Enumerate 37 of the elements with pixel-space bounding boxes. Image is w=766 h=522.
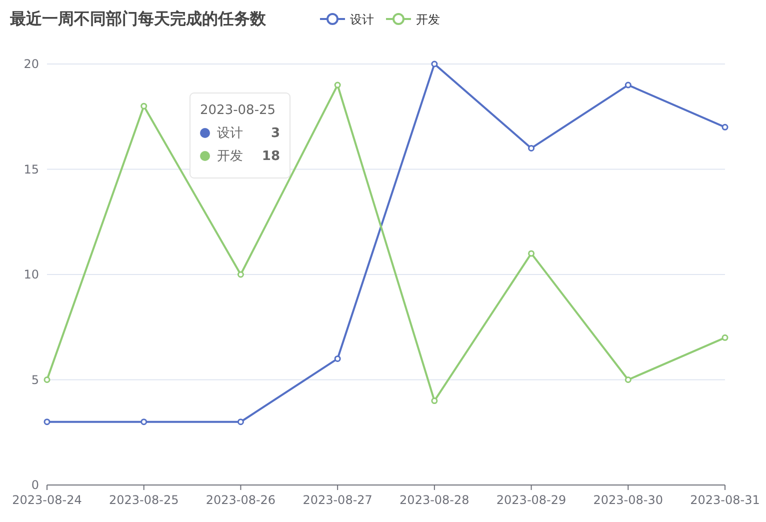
annotation: 2023-08-25 [200, 103, 276, 118]
legend-label: 设计 [217, 126, 243, 141]
x-tick-label: 2023-08-27 [302, 493, 372, 507]
x-tick-label: 2023-08-30 [593, 493, 664, 507]
point [431, 398, 438, 404]
x-tick-label: 2023-08-31 [690, 493, 760, 507]
point [528, 250, 535, 257]
point [722, 124, 728, 130]
y-tick-label: 0 [31, 478, 39, 492]
point [334, 355, 341, 362]
annotation: 18 [262, 149, 280, 164]
point [44, 418, 50, 426]
x-tick-label: 2023-08-28 [400, 493, 470, 507]
point [140, 418, 148, 426]
y-tick-label: 10 [24, 268, 39, 282]
point [624, 376, 632, 383]
y-tick-label: 5 [31, 372, 39, 387]
x-tick-label: 2023-08-25 [108, 493, 179, 507]
point [528, 144, 535, 152]
point [44, 376, 50, 383]
point [237, 418, 244, 426]
y-tick-label: 15 [24, 162, 39, 176]
point [431, 60, 438, 68]
point [624, 82, 632, 88]
x-tick-label: 2023-08-24 [12, 493, 82, 507]
text: 开发 [416, 12, 440, 26]
chart-title: 最近一周不同部门每天完成的任务数 [9, 9, 267, 28]
x-tick-label: 2023-08-26 [206, 493, 276, 507]
annotation: 3 [270, 126, 280, 141]
text: 设计 [350, 12, 374, 26]
point [140, 102, 148, 110]
x-tick-label: 2023-08-29 [496, 493, 566, 507]
legend-label: 开发 [217, 149, 243, 164]
point [334, 82, 341, 88]
y-tick-label: 20 [24, 57, 39, 71]
point [722, 334, 728, 341]
point [237, 271, 244, 278]
